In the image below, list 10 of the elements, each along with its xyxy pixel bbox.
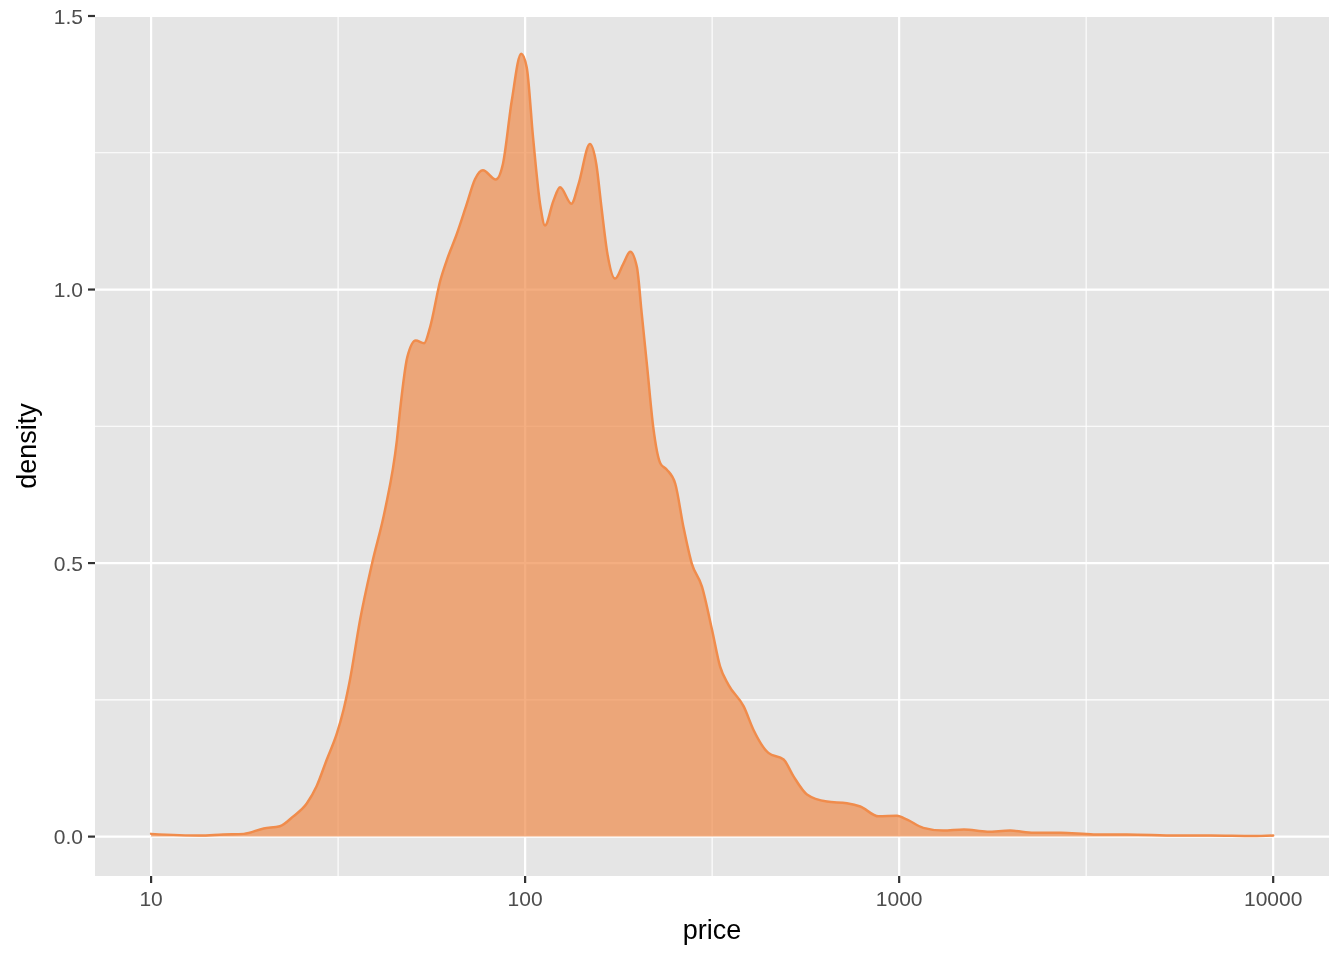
x-axis-title: price [682, 915, 742, 945]
y-tick-label: 1.0 [53, 278, 83, 302]
x-tick-label: 100 [507, 887, 543, 910]
x-tick-label: 10 [139, 887, 163, 910]
y-tick-label: 0.0 [53, 825, 83, 849]
x-tick-label: 10000 [1243, 887, 1303, 910]
y-tick-label: 0.5 [53, 551, 83, 575]
y-axis-title: density [12, 402, 42, 489]
y-tick-label: 1.5 [53, 4, 83, 28]
x-tick-label: 1000 [875, 887, 923, 910]
